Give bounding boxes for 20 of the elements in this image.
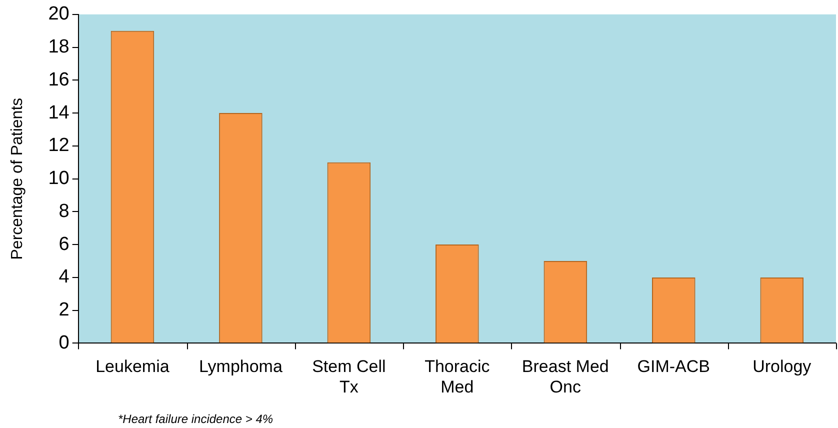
- y-tick-label: 16: [48, 69, 70, 90]
- y-tick-label: 12: [48, 135, 70, 156]
- y-tick-label: 2: [58, 300, 70, 321]
- x-tick-label: Urology: [752, 357, 812, 376]
- y-tick-label: 18: [48, 36, 70, 58]
- y-tick-label: 6: [58, 234, 70, 255]
- x-tick-label: GIM-ACB: [637, 357, 710, 376]
- x-tick-label: Lymphoma: [198, 357, 283, 376]
- y-tick-label: 8: [58, 200, 70, 222]
- y-tick-label: 4: [58, 266, 70, 288]
- x-tick-label: Thoracic Med: [424, 357, 490, 396]
- x-tick-label: Stem Cell Tx: [312, 357, 386, 396]
- y-tick-label: 0: [58, 332, 70, 354]
- x-tick-label: Breast Med Onc: [522, 357, 609, 396]
- y-tick-label: 14: [48, 102, 70, 124]
- y-tick-label: 20: [48, 4, 70, 25]
- x-tick-label: Leukemia: [96, 357, 170, 376]
- y-tick-label: 10: [48, 168, 70, 190]
- y-axis-title: Percentage of Patients: [9, 98, 26, 260]
- text: *Heart failure incidence > 4%: [118, 412, 274, 426]
